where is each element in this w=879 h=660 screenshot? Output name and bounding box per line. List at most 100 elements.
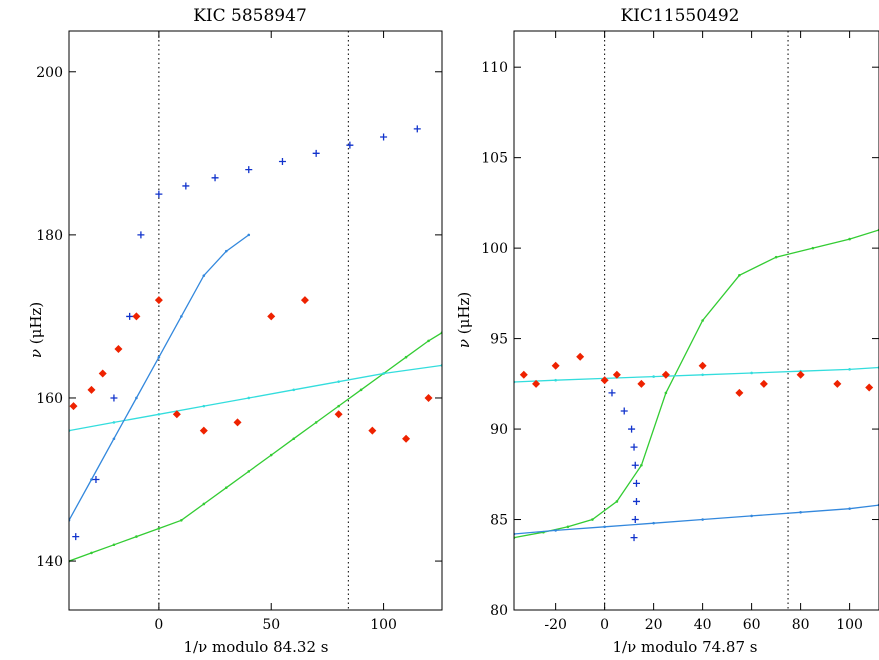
data-point xyxy=(224,249,228,253)
data-point xyxy=(402,434,411,443)
data-point xyxy=(615,500,619,503)
y-axis-unit: (μHz) xyxy=(27,302,45,344)
plot-area xyxy=(514,31,879,610)
data-point xyxy=(833,379,842,388)
data-point xyxy=(799,510,802,514)
data-point xyxy=(346,141,354,149)
data-point xyxy=(114,345,123,354)
data-point xyxy=(652,375,655,378)
data-layer xyxy=(69,31,442,610)
data-point xyxy=(132,312,141,321)
data-point xyxy=(92,476,100,484)
data-point xyxy=(180,518,183,522)
data-point xyxy=(652,521,655,525)
axis-ticks: -20 0 20 40 60 80 100 80 85 90 95 100 105 110 xyxy=(481,31,879,633)
plot-frame xyxy=(513,30,879,611)
data-point xyxy=(628,425,636,433)
y-axis-unit: (μHz) xyxy=(455,292,473,334)
data-point xyxy=(157,412,161,416)
data-point xyxy=(701,319,704,322)
x-tick-label: 60 xyxy=(743,617,761,633)
data-point xyxy=(424,393,433,402)
data-point xyxy=(312,149,320,157)
data-point xyxy=(69,402,78,411)
data-point xyxy=(154,296,163,305)
data-point xyxy=(738,273,741,277)
data-point xyxy=(90,551,93,555)
data-point xyxy=(404,355,408,359)
data-point xyxy=(112,543,116,547)
data-point xyxy=(137,231,145,239)
data-point xyxy=(603,525,606,529)
data-point xyxy=(368,426,377,435)
x-tick-label: 50 xyxy=(262,617,280,633)
data-point xyxy=(632,497,640,505)
x-tick-label: 80 xyxy=(792,617,810,633)
data-point xyxy=(267,312,276,321)
x-tick-label: 40 xyxy=(694,617,712,633)
data-point xyxy=(701,518,704,521)
y-tick-label: 100 xyxy=(481,241,508,257)
data-point xyxy=(172,410,181,419)
data-point xyxy=(427,339,430,343)
data-point xyxy=(566,525,570,529)
data-point xyxy=(620,407,628,415)
data-point xyxy=(180,315,183,318)
data-point xyxy=(245,166,253,174)
data-point xyxy=(233,418,242,427)
data-point xyxy=(848,237,851,241)
data-point xyxy=(314,421,318,424)
series-line xyxy=(514,504,879,535)
data-point xyxy=(554,529,557,532)
data-point xyxy=(334,410,343,419)
data-point xyxy=(87,385,96,394)
data-point xyxy=(182,182,190,190)
y-tick-label: 110 xyxy=(481,60,508,76)
data-point xyxy=(90,478,93,481)
y-axis-label: ν (μHz) xyxy=(27,302,45,358)
data-point xyxy=(631,461,639,469)
y-axis-symbol: ν xyxy=(27,349,45,358)
data-point xyxy=(269,453,273,457)
data-point xyxy=(199,426,208,435)
data-point xyxy=(135,535,138,538)
y-tick-label: 180 xyxy=(36,228,63,244)
data-point xyxy=(576,352,585,361)
data-layer xyxy=(514,31,879,610)
y-tick-label: 80 xyxy=(490,603,508,619)
x-tick-label: 0 xyxy=(154,617,163,633)
data-point xyxy=(300,296,309,305)
data-point xyxy=(155,190,163,198)
plot-frame xyxy=(68,30,443,611)
data-point xyxy=(664,391,668,395)
data-point xyxy=(382,372,385,375)
y-tick-label: 140 xyxy=(36,554,63,570)
x-axis-label: 1/ν modulo 74.87 s xyxy=(612,638,757,656)
data-point xyxy=(735,388,744,397)
data-point xyxy=(98,369,107,378)
data-point xyxy=(774,255,778,259)
series-line xyxy=(514,366,879,383)
y-tick-label: 160 xyxy=(36,391,63,407)
data-point xyxy=(631,516,639,524)
data-point xyxy=(848,507,851,510)
data-point xyxy=(759,379,768,388)
data-point xyxy=(112,437,116,441)
data-point xyxy=(600,376,609,385)
data-point xyxy=(698,361,707,370)
data-point xyxy=(292,388,295,392)
data-point xyxy=(380,133,388,141)
data-point xyxy=(865,383,874,392)
data-point xyxy=(202,502,206,506)
data-point xyxy=(135,396,138,400)
data-point xyxy=(637,379,646,388)
axis-ticks: 0 50 100 140 160 180 200 xyxy=(36,31,442,633)
data-point xyxy=(413,125,421,133)
data-point xyxy=(110,394,118,402)
data-point xyxy=(750,371,753,375)
y-axis-label: ν (μHz) xyxy=(455,292,473,348)
data-point xyxy=(630,443,638,451)
chart-title: KIC11550492 xyxy=(621,6,740,26)
data-point xyxy=(224,486,228,489)
x-tick-label: 100 xyxy=(370,617,397,633)
